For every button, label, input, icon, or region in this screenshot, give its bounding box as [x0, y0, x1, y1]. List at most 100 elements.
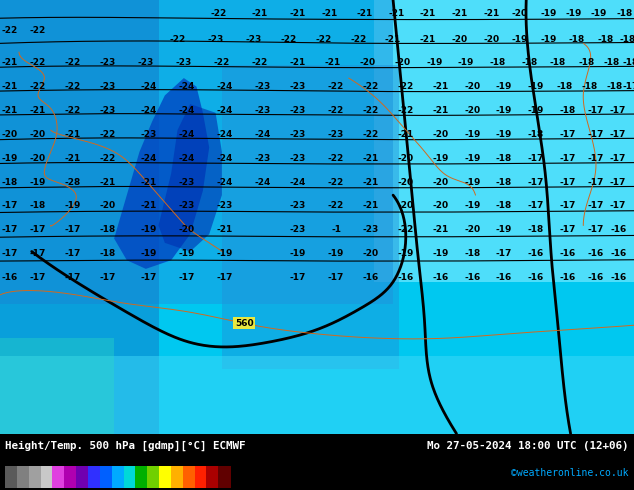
Text: -24: -24	[141, 154, 157, 163]
Text: -16: -16	[559, 249, 576, 258]
Text: -23: -23	[363, 225, 379, 234]
Text: -22: -22	[65, 58, 81, 68]
Text: -18: -18	[556, 82, 573, 91]
Bar	[29, 466, 41, 488]
Text: -23: -23	[255, 154, 271, 163]
Text: -20: -20	[451, 34, 468, 44]
Text: -22: -22	[214, 58, 230, 68]
Text: -21: -21	[356, 8, 373, 18]
Text: -21: -21	[141, 178, 157, 187]
Bar	[159, 466, 172, 488]
Text: -20: -20	[398, 154, 414, 163]
Text: -17: -17	[328, 273, 344, 282]
Text: -21: -21	[65, 154, 81, 163]
Text: -21: -21	[321, 8, 338, 18]
Bar	[183, 466, 195, 488]
Polygon shape	[114, 78, 209, 269]
Text: -24: -24	[217, 130, 233, 139]
Text: -20: -20	[30, 130, 46, 139]
Text: -20: -20	[359, 58, 376, 68]
Text: -22: -22	[252, 58, 268, 68]
Text: -22: -22	[398, 82, 414, 91]
Text: -22: -22	[363, 106, 379, 115]
Text: -22: -22	[100, 130, 116, 139]
Text: -16: -16	[432, 273, 449, 282]
Text: -18: -18	[569, 34, 585, 44]
Text: -24: -24	[179, 130, 195, 139]
Text: -19: -19	[328, 249, 344, 258]
Text: -23: -23	[100, 106, 116, 115]
Bar	[171, 466, 183, 488]
Bar	[136, 466, 148, 488]
Text: -24: -24	[141, 82, 157, 91]
Text: -18: -18	[100, 225, 116, 234]
Bar	[207, 466, 219, 488]
Text: -17: -17	[290, 273, 306, 282]
Text: -23: -23	[138, 58, 154, 68]
Text: -16: -16	[559, 273, 576, 282]
Text: -22: -22	[169, 34, 186, 44]
Text: -23: -23	[217, 201, 233, 211]
Text: -19: -19	[290, 249, 306, 258]
Text: -22: -22	[398, 225, 414, 234]
Bar	[195, 466, 207, 488]
Text: -19: -19	[464, 130, 481, 139]
Text: -23: -23	[290, 130, 306, 139]
Text: -20: -20	[398, 201, 414, 211]
Text: -19: -19	[217, 249, 233, 258]
Text: -19: -19	[527, 82, 544, 91]
Text: -22: -22	[363, 130, 379, 139]
Text: -19: -19	[512, 34, 528, 44]
Text: -17: -17	[559, 178, 576, 187]
Text: -19: -19	[496, 130, 512, 139]
Text: -23: -23	[255, 106, 271, 115]
FancyBboxPatch shape	[374, 0, 634, 282]
FancyBboxPatch shape	[0, 338, 114, 434]
Text: -23: -23	[290, 82, 306, 91]
Text: -19: -19	[432, 154, 449, 163]
Text: -21: -21	[432, 225, 449, 234]
Text: -24: -24	[179, 82, 195, 91]
Text: -19: -19	[426, 58, 443, 68]
Text: -21: -21	[363, 178, 379, 187]
Text: -16: -16	[588, 273, 604, 282]
Text: -21: -21	[363, 154, 379, 163]
Text: -20: -20	[394, 58, 411, 68]
Text: -21: -21	[290, 8, 306, 18]
Text: -22: -22	[328, 178, 344, 187]
Bar	[76, 466, 89, 488]
Text: -22: -22	[30, 58, 46, 68]
Text: -18: -18	[464, 249, 481, 258]
Text: -23: -23	[328, 130, 344, 139]
Text: -17: -17	[610, 130, 626, 139]
Text: -17: -17	[559, 130, 576, 139]
Text: -18: -18	[521, 58, 538, 68]
Text: -17: -17	[30, 249, 46, 258]
Text: -19: -19	[1, 154, 18, 163]
Text: -22: -22	[100, 154, 116, 163]
Text: -17: -17	[527, 201, 544, 211]
Text: -18: -18	[578, 58, 595, 68]
Text: -20: -20	[432, 130, 449, 139]
Text: -17: -17	[588, 154, 604, 163]
Text: -16: -16	[610, 225, 626, 234]
Text: -16: -16	[1, 273, 18, 282]
Text: -23: -23	[179, 178, 195, 187]
Text: -18: -18	[496, 178, 512, 187]
Text: -18: -18	[550, 58, 566, 68]
Text: -20: -20	[464, 82, 481, 91]
Text: -22: -22	[280, 34, 297, 44]
Text: -17: -17	[527, 154, 544, 163]
Bar	[53, 466, 65, 488]
Text: -19: -19	[566, 8, 582, 18]
Text: -17: -17	[588, 178, 604, 187]
Text: -19: -19	[141, 225, 157, 234]
Text: -17: -17	[623, 82, 634, 91]
Text: -21: -21	[420, 34, 436, 44]
Text: -24: -24	[179, 106, 195, 115]
Text: -22: -22	[30, 82, 46, 91]
Text: -18: -18	[100, 249, 116, 258]
Text: -19: -19	[65, 201, 81, 211]
Text: -18: -18	[559, 106, 576, 115]
Text: -19: -19	[179, 249, 195, 258]
